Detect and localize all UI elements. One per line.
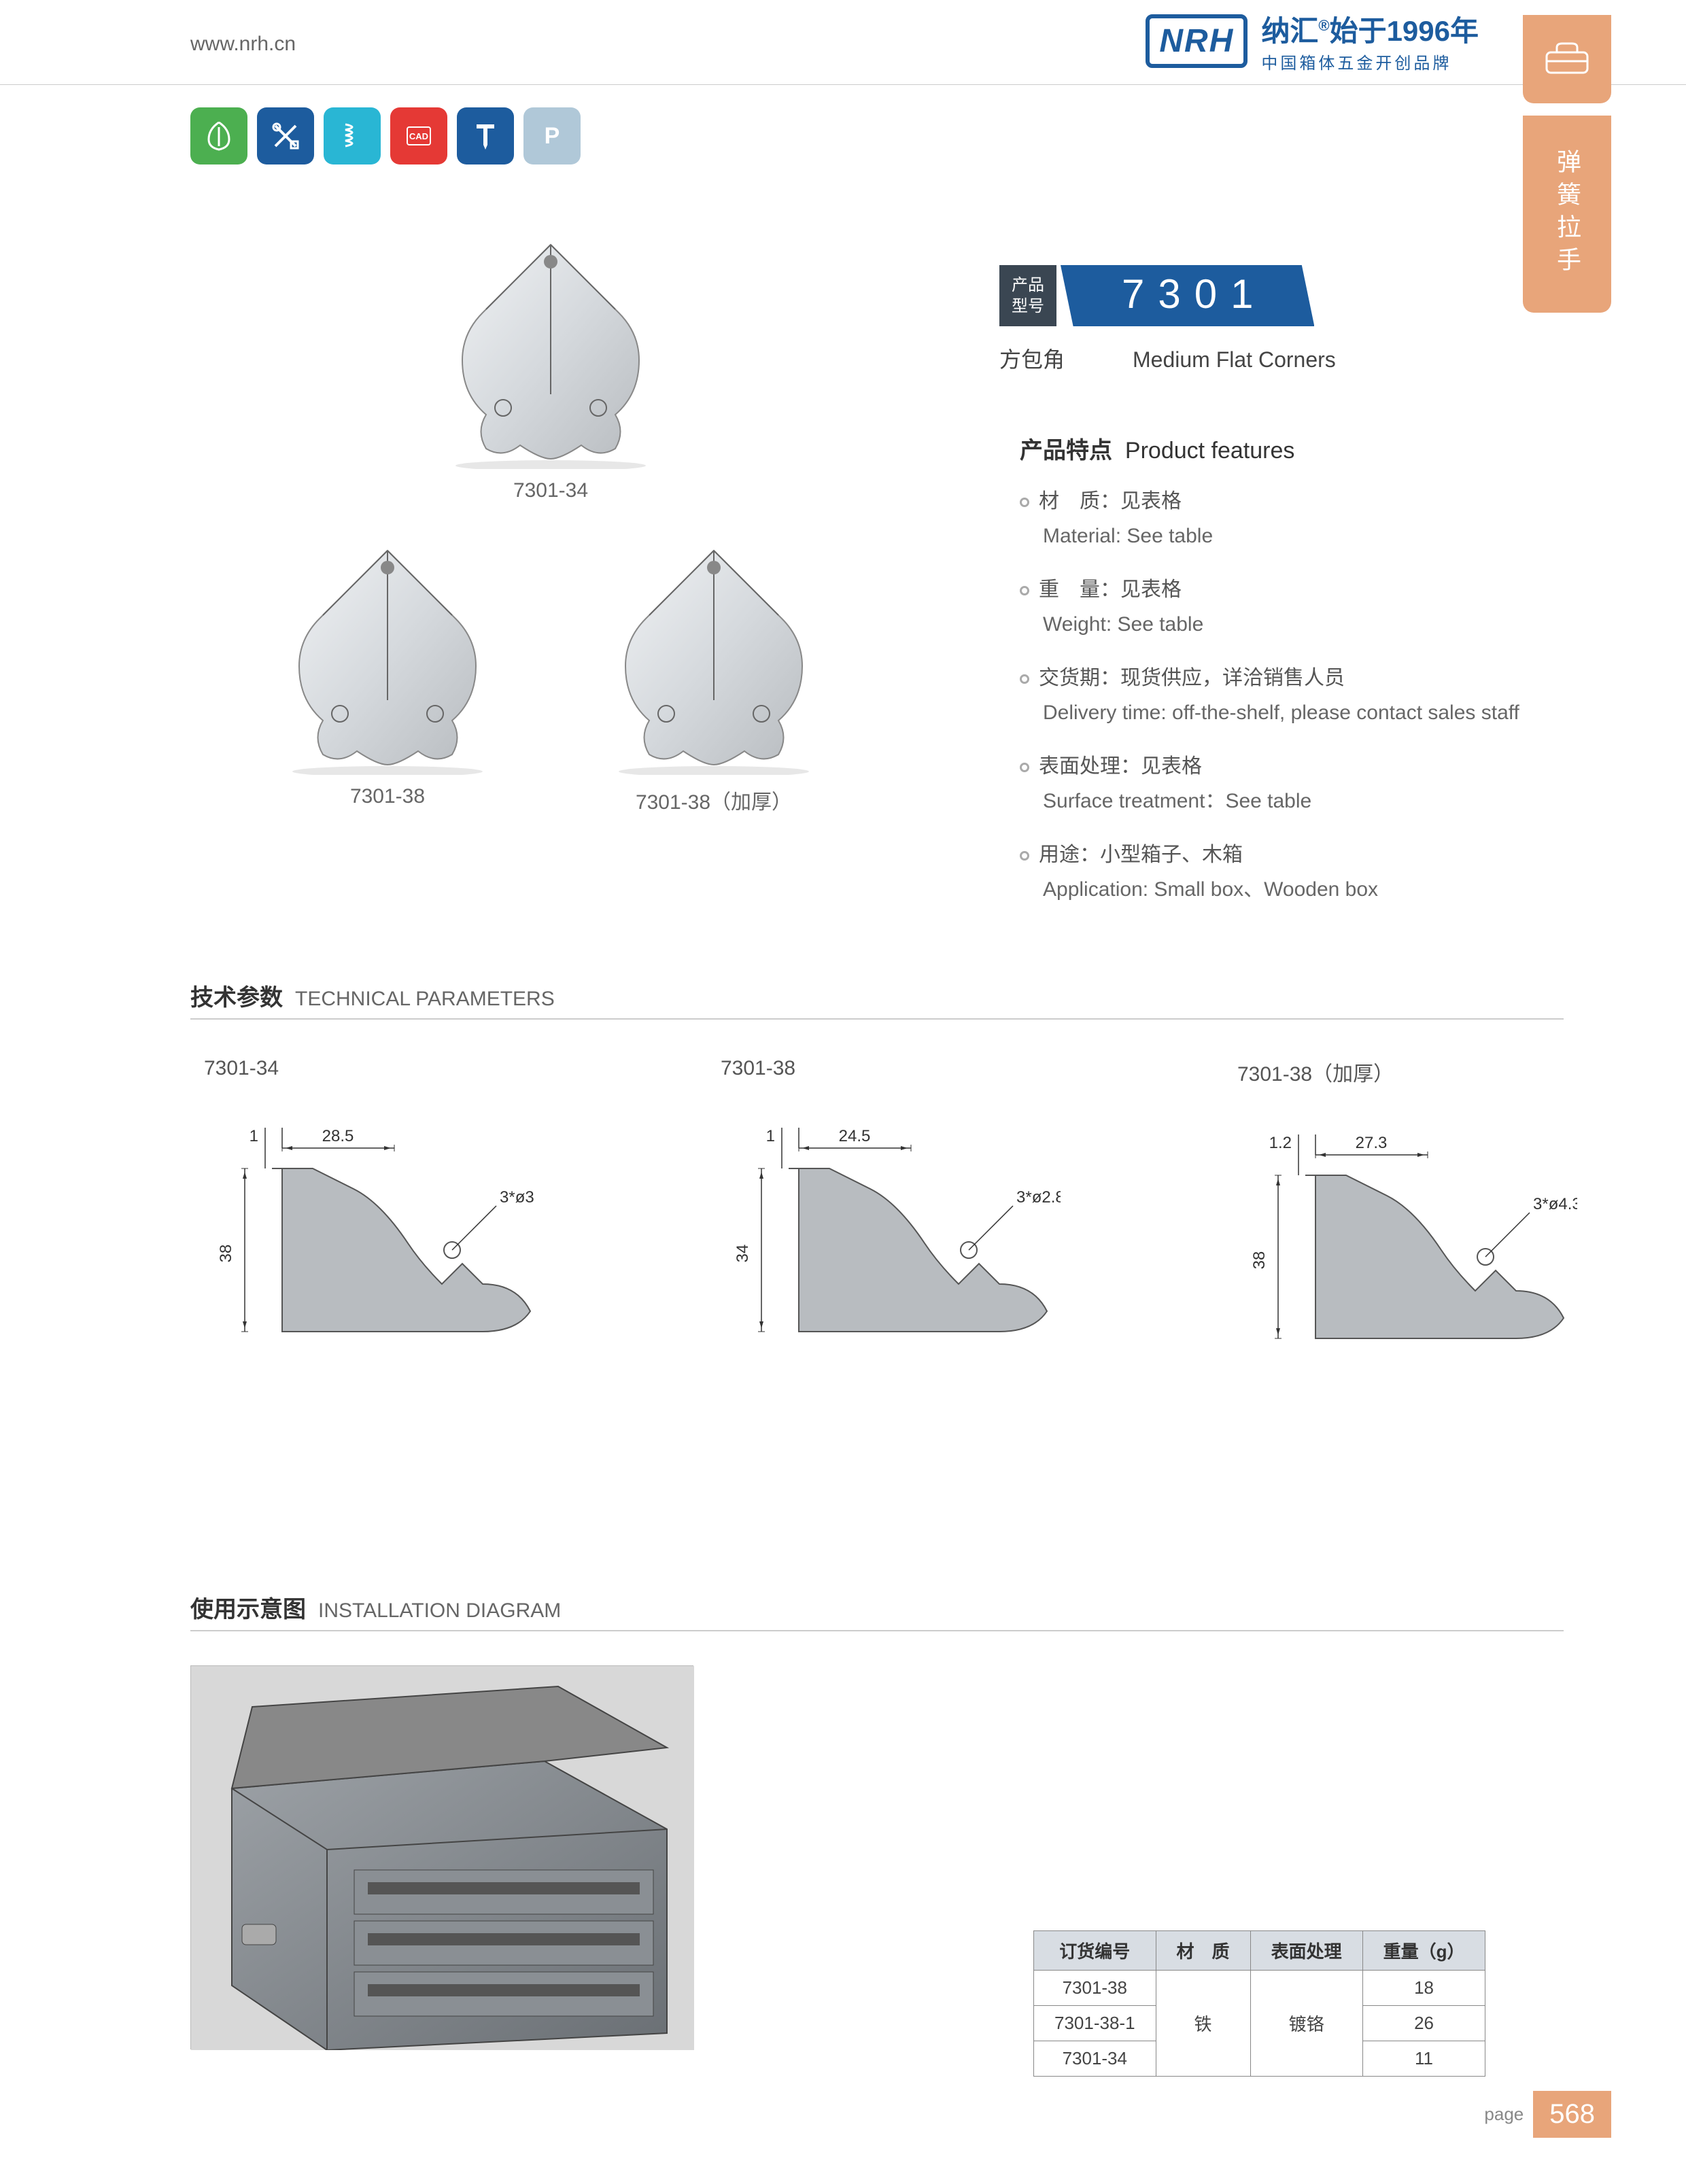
svg-text:3*ø3: 3*ø3 — [500, 1188, 534, 1207]
brand-logo: NRH 纳汇®始于1996年 中国箱体五金开创品牌 — [1146, 8, 1479, 73]
svg-text:CAD: CAD — [409, 131, 428, 141]
tech-diagrams-row: 7301-34 38 28.5 1 3*ø3 7301-38 34 24.5 1… — [190, 1057, 1604, 1376]
tech-diagram: 7301-38（加厚） 38 27.3 1.2 3*ø4.3 — [1224, 1057, 1604, 1376]
installation-image — [190, 1665, 693, 2049]
features-title: 产品特点 Product features — [1020, 432, 1519, 465]
tools-icon — [257, 107, 314, 164]
model-number: 7301 — [1061, 265, 1314, 326]
cad-icon: CAD — [390, 107, 447, 164]
model-subtitle: 方包角Medium Flat Corners — [999, 343, 1336, 374]
page-footer: page 568 — [1484, 2091, 1611, 2138]
feature-item: 重 量：见表格Weight: See table — [1020, 572, 1519, 642]
install-divider — [190, 1630, 1564, 1631]
eco-icon — [190, 107, 247, 164]
feature-item: 交货期：现货供应，详洽销售人员Delivery time: off-the-sh… — [1020, 661, 1519, 730]
logo-text: 纳汇®始于1996年 中国箱体五金开创品牌 — [1261, 8, 1479, 73]
svg-text:3*ø4.3: 3*ø4.3 — [1533, 1195, 1577, 1213]
product-image-3: 7301-38（加厚） — [585, 530, 843, 815]
svg-text:P: P — [545, 123, 560, 149]
svg-text:3*ø2.8: 3*ø2.8 — [1016, 1188, 1061, 1207]
svg-text:28.5: 28.5 — [322, 1127, 354, 1145]
svg-text:1: 1 — [766, 1127, 775, 1145]
logo-tagline-2: 中国箱体五金开创品牌 — [1261, 50, 1479, 73]
side-tab-icon — [1523, 15, 1611, 103]
model-tag: 产品型号 — [999, 265, 1056, 326]
page-number: 568 — [1533, 2091, 1611, 2138]
page-label: page — [1484, 2104, 1524, 2125]
svg-text:38: 38 — [1250, 1251, 1269, 1270]
table-header: 表面处理 — [1250, 1931, 1362, 1971]
installation-title: 使用示意图INSTALLATION DIAGRAM — [190, 1591, 561, 1624]
table-header: 重量（g） — [1362, 1931, 1485, 1971]
spring-icon — [324, 107, 381, 164]
feature-item: 表面处理：见表格Surface treatment：See table — [1020, 749, 1519, 818]
tech-diagram: 7301-38 34 24.5 1 3*ø2.8 — [707, 1057, 1088, 1376]
product-features: 产品特点 Product features 材 质：见表格Material: S… — [1020, 432, 1519, 926]
svg-text:1: 1 — [250, 1127, 258, 1145]
p-icon: P — [523, 107, 581, 164]
svg-text:27.3: 27.3 — [1356, 1134, 1388, 1152]
product-image-2: 7301-38 — [258, 530, 517, 808]
product-image-1: 7301-34 — [422, 224, 680, 502]
feature-icons-row: CAD P — [190, 107, 581, 164]
table-header: 订货编号 — [1034, 1931, 1156, 1971]
website-url: www.nrh.cn — [190, 33, 296, 56]
side-tab-category: 弹簧拉手 — [1523, 116, 1611, 313]
feature-item: 用途：小型箱子、木箱Application: Small box、Wooden … — [1020, 837, 1519, 907]
logo-mark: NRH — [1146, 14, 1248, 68]
product-1-label: 7301-34 — [422, 479, 680, 502]
tech-divider — [190, 1018, 1564, 1020]
tech-params-title: 技术参数TECHNICAL PARAMETERS — [190, 979, 555, 1012]
svg-text:38: 38 — [217, 1245, 235, 1263]
model-number-block: 产品型号 7301 方包角Medium Flat Corners — [999, 265, 1336, 374]
table-header: 材 质 — [1156, 1931, 1250, 1971]
screw-icon — [457, 107, 514, 164]
product-3-label: 7301-38（加厚） — [585, 785, 843, 815]
product-2-label: 7301-38 — [258, 785, 517, 808]
table-row: 7301-38铁镀铬18 — [1034, 1971, 1485, 2006]
feature-item: 材 质：见表格Material: See table — [1020, 484, 1519, 553]
tech-diagram: 7301-34 38 28.5 1 3*ø3 — [190, 1057, 571, 1376]
svg-text:24.5: 24.5 — [839, 1127, 871, 1145]
svg-text:34: 34 — [734, 1245, 752, 1263]
svg-text:1.2: 1.2 — [1269, 1134, 1292, 1152]
page-header: www.nrh.cn NRH 纳汇®始于1996年 中国箱体五金开创品牌 — [0, 0, 1686, 85]
spec-table: 订货编号材 质表面处理重量（g） 7301-38铁镀铬187301-38-126… — [1033, 1930, 1485, 2077]
logo-tagline-1: 纳汇®始于1996年 — [1261, 8, 1479, 50]
category-label: 弹簧拉手 — [1549, 149, 1585, 279]
